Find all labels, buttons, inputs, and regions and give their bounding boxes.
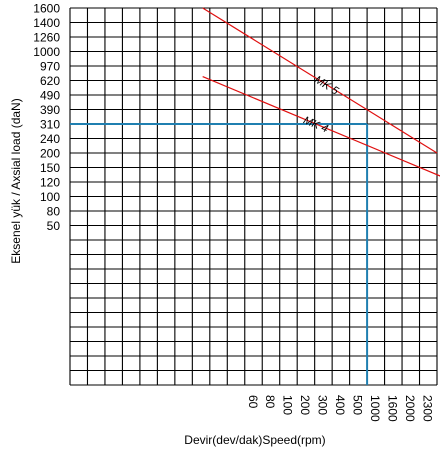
y-axis-label: Eksenel yük / Axsial load (daN) (9, 98, 23, 263)
y-tick-label: 1260 (33, 31, 60, 45)
series-label: MK 5 (312, 74, 341, 98)
series-line (202, 7, 438, 154)
grid (69, 7, 438, 386)
x-tick-label: 60 (246, 395, 260, 409)
x-tick-label: 100 (281, 395, 295, 415)
y-tick-label: 390 (40, 103, 60, 117)
y-tick-label: 310 (40, 118, 60, 132)
y-tick-label: 620 (40, 74, 60, 88)
x-tick-label: 500 (351, 395, 365, 415)
x-tick-label: 300 (316, 395, 330, 415)
y-tick-labels: 1600140012601000970620490390310240200150… (33, 2, 60, 234)
y-tick-label: 100 (40, 190, 60, 204)
y-tick-label: 970 (40, 60, 60, 74)
y-tick-label: 80 (47, 205, 61, 219)
y-tick-label: 1000 (33, 45, 60, 59)
y-tick-label: 50 (47, 219, 61, 233)
x-tick-label: 1000 (368, 395, 382, 422)
y-tick-label: 150 (40, 161, 60, 175)
y-tick-label: 1600 (33, 2, 60, 16)
x-tick-label: 2300 (421, 395, 435, 422)
x-tick-label: 1600 (386, 395, 400, 422)
series-line (202, 76, 440, 177)
x-tick-label: 4200 (438, 395, 440, 422)
y-tick-label: 200 (40, 147, 60, 161)
y-tick-label: 120 (40, 176, 60, 190)
x-tick-labels: 6080100200300400500100016002000230042006… (246, 395, 440, 422)
series-label: MK 4 (301, 114, 329, 135)
x-tick-label: 80 (263, 395, 277, 409)
x-tick-label: 200 (298, 395, 312, 415)
x-axis-label: Devir(dev/dak)Speed(rpm) (184, 433, 325, 447)
y-tick-label: 240 (40, 132, 60, 146)
guide-lines (70, 123, 369, 385)
y-tick-label: 1400 (33, 16, 60, 30)
y-tick-label: 490 (40, 89, 60, 103)
x-tick-label: 2000 (403, 395, 417, 422)
x-tick-label: 400 (333, 395, 347, 415)
